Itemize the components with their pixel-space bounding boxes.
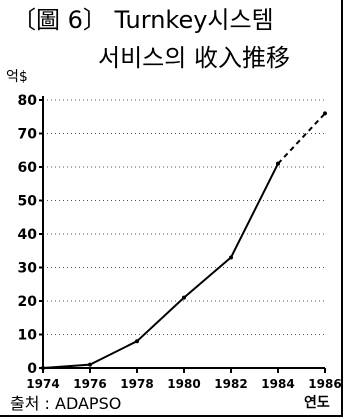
x-axis-title: 연도 (304, 395, 330, 411)
x-tick-label: 1986 (308, 377, 341, 391)
y-tick-labels: 0 10 20 30 40 50 60 70 80 (18, 93, 38, 377)
data-point (323, 111, 327, 116)
y-tick-label: 80 (18, 93, 38, 109)
data-point (276, 161, 280, 166)
y-tick-label: 20 (18, 294, 38, 310)
x-tick-label: 1984 (261, 377, 294, 391)
data-point (182, 295, 186, 300)
y-tick-label: 0 (27, 361, 37, 377)
y-tick-label: 10 (18, 328, 38, 344)
data-point (88, 362, 92, 367)
x-tick-label: 1982 (214, 377, 247, 391)
data-point (135, 339, 139, 344)
y-axis-unit-label: 억$ (6, 69, 28, 85)
data-point (229, 255, 233, 260)
series-lines (41, 111, 327, 370)
x-tick-label: 1974 (26, 377, 59, 391)
x-tick-label: 1980 (167, 377, 200, 391)
y-tick-label: 30 (18, 261, 38, 277)
y-tick-label: 70 (18, 127, 38, 143)
x-tick-labels: 1974 1976 1978 1980 1982 1984 1986 (26, 377, 341, 391)
y-tick-label: 50 (18, 194, 38, 210)
chart-title-line1: 〔圖 6〕 Turnkey시스템 (12, 6, 274, 34)
x-tick-label: 1976 (73, 377, 106, 391)
x-tick-label: 1978 (120, 377, 153, 391)
data-point (41, 366, 45, 370)
source-label: 출처 : ADAPSO (10, 394, 122, 413)
series-line-actual (42, 163, 279, 369)
axes (39, 96, 326, 373)
chart-title-line2: 서비스의 收入推移 (98, 44, 290, 72)
y-tick-label: 40 (18, 227, 38, 243)
y-tick-label: 60 (18, 160, 38, 176)
series-line-projected (277, 112, 326, 165)
